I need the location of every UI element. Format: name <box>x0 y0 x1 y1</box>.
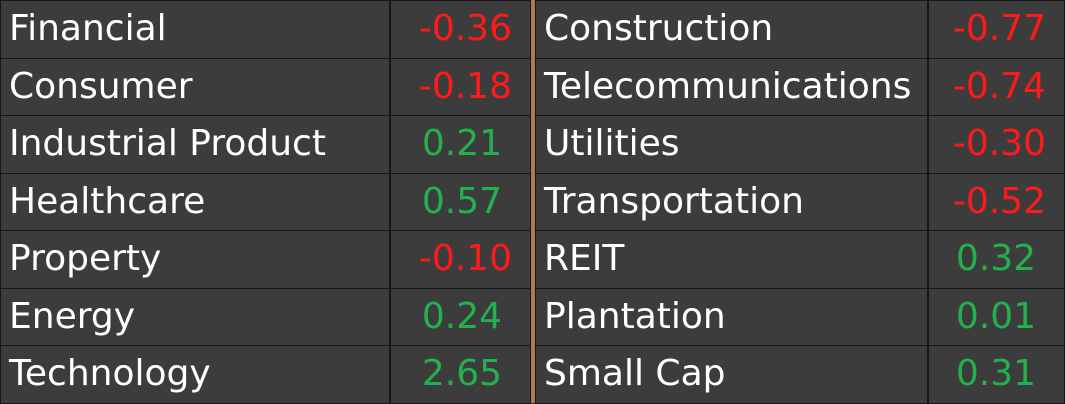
sector-change: 0.24 <box>390 288 531 346</box>
sector-change: 0.01 <box>928 288 1065 346</box>
sector-name: Property <box>0 230 390 289</box>
right-panel: Construction -0.77 Telecommunications -0.74… <box>535 0 1065 404</box>
sector-name: Energy <box>0 288 390 346</box>
sector-name: Small Cap <box>535 345 928 404</box>
left-panel: Financial -0.36 Consumer -0.18 Industrial Pr… <box>0 0 531 404</box>
sector-name: Technology <box>0 345 390 404</box>
sector-name: Financial <box>0 0 390 59</box>
sector-name: REIT <box>535 230 928 289</box>
sector-name: Industrial Product <box>0 115 390 174</box>
sector-name: Plantation <box>535 288 928 346</box>
sector-change: -0.77 <box>928 0 1065 59</box>
sector-change: 0.32 <box>928 230 1065 289</box>
sector-name: Transportation <box>535 173 928 231</box>
sector-name: Healthcare <box>0 173 390 231</box>
sector-change: 0.57 <box>390 173 531 231</box>
sector-change: -0.36 <box>390 0 531 59</box>
sector-change: -0.74 <box>928 58 1065 116</box>
sector-name: Construction <box>535 0 928 59</box>
panel-separator <box>531 0 535 403</box>
sector-change: 2.65 <box>390 345 531 404</box>
sector-name: Consumer <box>0 58 390 116</box>
sector-change: -0.30 <box>928 115 1065 174</box>
sector-change: -0.52 <box>928 173 1065 231</box>
sector-change: -0.10 <box>390 230 531 289</box>
sector-name: Telecommunications <box>535 58 928 116</box>
sector-change: 0.21 <box>390 115 531 174</box>
sector-change: 0.31 <box>928 345 1065 404</box>
sector-change: -0.18 <box>390 58 531 116</box>
sector-name: Utilities <box>535 115 928 174</box>
